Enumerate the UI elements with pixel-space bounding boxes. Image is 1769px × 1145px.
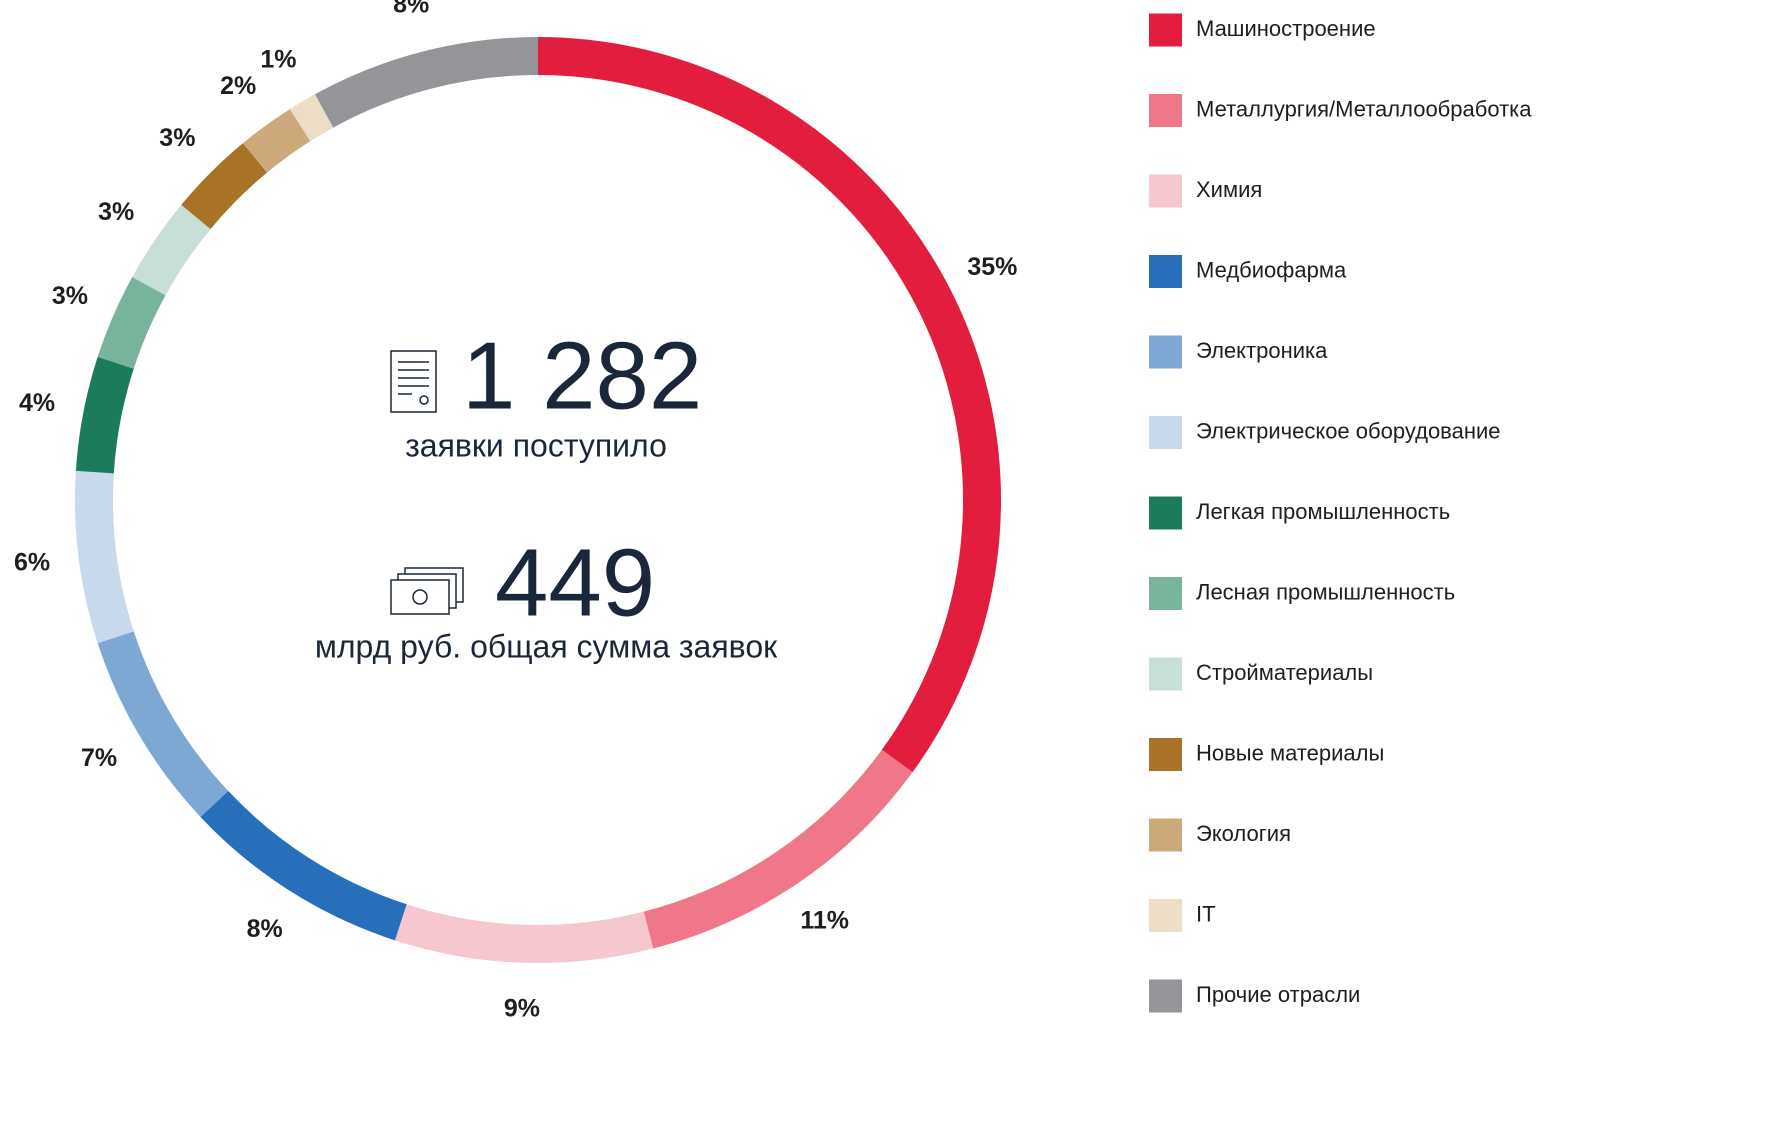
donut-segment <box>75 356 134 474</box>
data-label: 35% <box>967 253 1017 281</box>
legend-swatch <box>1149 335 1182 369</box>
data-label: 6% <box>14 549 50 577</box>
data-label: 9% <box>504 994 540 1022</box>
donut-segment <box>181 143 268 230</box>
donut-segment <box>75 470 134 644</box>
legend-label: Электроника <box>1196 338 1328 363</box>
data-label: 4% <box>19 389 55 417</box>
legend-swatch <box>1149 818 1182 852</box>
legend-swatch <box>1149 979 1182 1013</box>
legend-label: Медбиофарма <box>1196 257 1347 282</box>
legend-label: Экология <box>1196 821 1291 846</box>
donut-segment <box>643 749 913 949</box>
legend-label: Химия <box>1196 177 1262 202</box>
data-label: 1% <box>260 46 296 74</box>
legend-label: Прочие отрасли <box>1196 982 1360 1007</box>
data-label: 8% <box>247 915 283 943</box>
legend-swatch <box>1149 496 1182 530</box>
legend-label: Стройматериалы <box>1196 660 1373 685</box>
legend-label: Электрическое оборудование <box>1196 418 1501 443</box>
legend-swatch <box>1149 899 1182 932</box>
data-label: 2% <box>220 72 256 100</box>
money-icon <box>390 567 464 615</box>
data-label: 3% <box>52 282 88 310</box>
data-label: 3% <box>98 198 134 226</box>
legend-label: Металлургия/Металлообработка <box>1196 96 1532 121</box>
legend-swatch <box>1149 738 1182 771</box>
legend-label: IT <box>1196 901 1216 926</box>
donut-segment <box>537 37 1001 773</box>
legend-swatch <box>1149 416 1182 449</box>
legend-swatch <box>1149 577 1182 610</box>
legend-swatch <box>1149 174 1182 208</box>
data-label: 8% <box>393 0 429 19</box>
data-label: 3% <box>159 124 195 152</box>
legend-swatch <box>1149 13 1182 47</box>
donut-segment <box>289 94 334 142</box>
legend-label: Лесная промышленность <box>1196 579 1455 604</box>
donut-segment <box>132 204 211 296</box>
legend-label: Легкая промышленность <box>1196 499 1450 524</box>
donut-segment <box>200 790 407 941</box>
total-sum: 449 <box>495 529 655 636</box>
legend-label: Машиностроение <box>1196 16 1376 41</box>
total-count: 1 282 <box>462 322 702 429</box>
data-label: 11% <box>800 906 849 934</box>
legend-swatch <box>1149 255 1182 288</box>
legend-swatch <box>1149 657 1182 691</box>
donut-segment <box>97 276 166 369</box>
count-caption: заявки поступило <box>405 427 667 463</box>
donut-segment <box>242 109 311 173</box>
legend-swatch <box>1149 94 1182 127</box>
doc-icon <box>390 350 437 413</box>
sum-caption: млрд руб. общая сумма заявок <box>315 628 778 664</box>
donut-segment <box>394 904 654 963</box>
data-label: 7% <box>81 744 117 772</box>
legend-label: Новые материалы <box>1196 740 1384 765</box>
donut-segment <box>314 37 539 128</box>
donut-segment <box>97 631 229 817</box>
